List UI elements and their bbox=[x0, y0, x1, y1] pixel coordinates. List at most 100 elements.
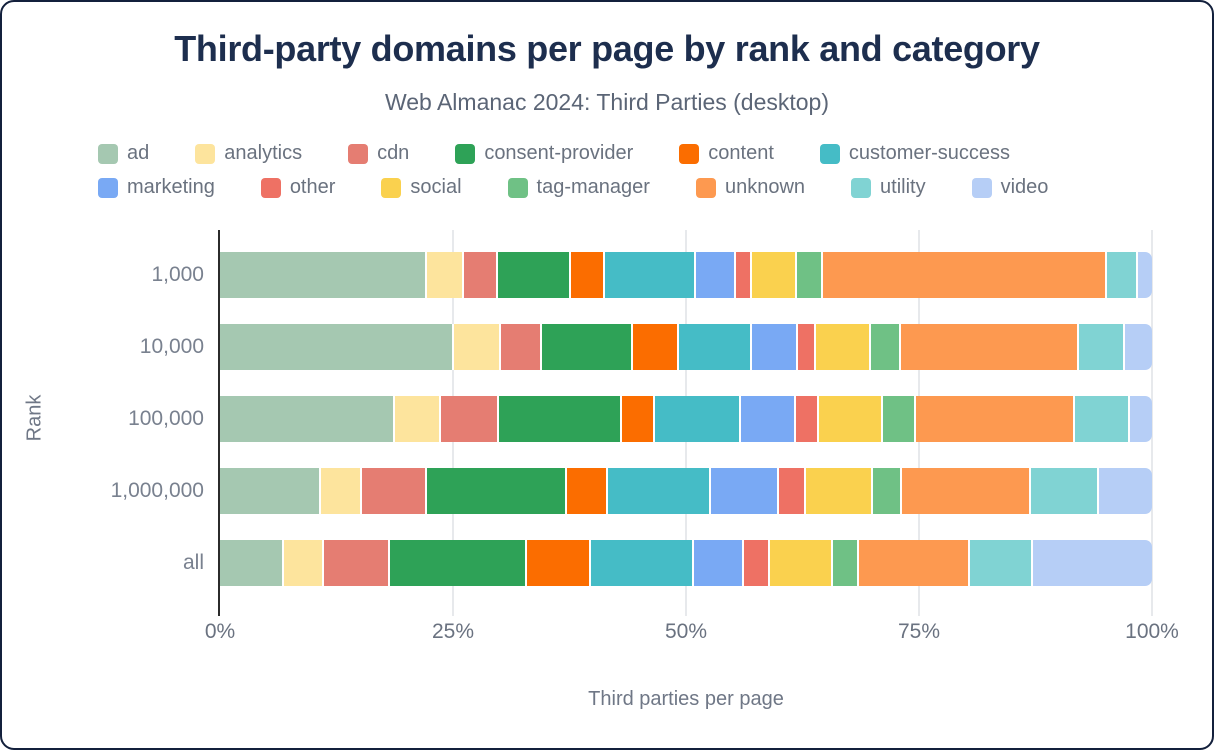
legend-swatch-video bbox=[971, 177, 992, 198]
bar-1,000,000 bbox=[220, 468, 1153, 514]
legend-item-other: other bbox=[260, 176, 336, 199]
legend-label: tag-manager bbox=[536, 176, 650, 198]
x-tick-label-75%: 75% bbox=[897, 620, 941, 643]
legend-swatch-ad bbox=[98, 143, 118, 164]
segment-1,000,000-social bbox=[806, 468, 874, 514]
segment-100,000-customer-success bbox=[654, 396, 742, 442]
segment-10,000-unknown bbox=[900, 324, 1080, 370]
segment-100,000-unknown bbox=[915, 396, 1075, 442]
x-tick-label-0%: 0% bbox=[204, 620, 236, 643]
chart-title: Third-party domains per page by rank and… bbox=[174, 28, 1040, 69]
legend-item-content: content bbox=[679, 142, 774, 165]
segment-1,000-tag-manager bbox=[796, 252, 823, 298]
segment-100,000-cdn bbox=[441, 396, 500, 442]
segment-1,000,000-other bbox=[778, 468, 807, 514]
segment-1,000,000-cdn bbox=[361, 468, 428, 514]
segment-all-social bbox=[770, 540, 833, 586]
segment-10,000-utility bbox=[1079, 324, 1125, 370]
legend-item-analytics: analytics bbox=[195, 142, 302, 165]
bar-all bbox=[220, 540, 1153, 586]
segment-10,000-ad bbox=[220, 324, 454, 370]
legend-item-unknown: unknown bbox=[695, 176, 806, 199]
legend-swatch-utility bbox=[851, 177, 872, 198]
segment-100,000-ad bbox=[220, 396, 395, 442]
segment-100,000-video bbox=[1130, 396, 1152, 442]
y-tick-label-1,000,000: 1,000,000 bbox=[110, 479, 204, 502]
segment-10,000-social bbox=[815, 324, 872, 370]
segment-all-analytics bbox=[284, 540, 324, 586]
legend: ad analytics cdn consent-provider content cus… bbox=[98, 142, 1108, 199]
segment-all-video bbox=[1032, 540, 1153, 586]
segment-1,000,000-video bbox=[1098, 468, 1153, 514]
y-tick-label-1,000: 1,000 bbox=[151, 263, 204, 286]
segment-all-utility bbox=[969, 540, 1033, 586]
legend-label: social bbox=[410, 176, 462, 198]
legend-label: ad bbox=[127, 142, 150, 164]
segment-all-customer-success bbox=[591, 540, 694, 586]
y-tick-label-100,000: 100,000 bbox=[128, 407, 204, 430]
y-tick-label-10,000: 10,000 bbox=[139, 335, 204, 358]
legend-item-marketing: marketing bbox=[98, 176, 215, 199]
legend-item-social: social bbox=[381, 176, 462, 199]
segment-all-ad bbox=[220, 540, 285, 586]
legend-swatch-marketing bbox=[98, 177, 118, 198]
legend-swatch-content bbox=[679, 143, 700, 164]
legend-item-cdn: cdn bbox=[348, 142, 409, 165]
segment-1,000-video bbox=[1138, 252, 1152, 298]
legend-label: unknown bbox=[724, 176, 806, 198]
chart-subtitle: Web Almanac 2024: Third Parties (desktop… bbox=[384, 89, 830, 115]
segment-10,000-marketing bbox=[751, 324, 799, 370]
segment-1,000,000-utility bbox=[1031, 468, 1099, 514]
legend-label: video bbox=[1000, 176, 1049, 198]
legend-label: customer-success bbox=[848, 142, 1011, 164]
x-tick-label-100%: 100% bbox=[1125, 620, 1179, 643]
segment-all-other bbox=[743, 540, 771, 586]
segment-1,000,000-unknown bbox=[901, 468, 1032, 514]
legend-label: cdn bbox=[377, 142, 410, 164]
legend-swatch-unknown bbox=[695, 177, 716, 198]
segment-all-tag-manager bbox=[832, 540, 860, 586]
segment-10,000-tag-manager bbox=[871, 324, 901, 370]
segment-10,000-content bbox=[632, 324, 680, 370]
legend-item-customer-success: customer-success bbox=[819, 142, 1011, 165]
legend-label: marketing bbox=[127, 176, 215, 198]
segment-10,000-consent-provider bbox=[541, 324, 633, 370]
segment-1,000-consent-provider bbox=[497, 252, 571, 298]
segment-100,000-marketing bbox=[741, 396, 797, 442]
segment-1,000-ad bbox=[220, 252, 427, 298]
legend-label: analytics bbox=[224, 142, 303, 164]
legend-item-consent-provider: consent-provider bbox=[455, 142, 633, 165]
segment-1,000-social bbox=[752, 252, 797, 298]
legend-item-video: video bbox=[971, 176, 1049, 199]
segment-1,000-cdn bbox=[463, 252, 498, 298]
x-axis-title: Third parties per page bbox=[588, 688, 784, 710]
segment-1,000-customer-success bbox=[605, 252, 696, 298]
segment-100,000-tag-manager bbox=[882, 396, 916, 442]
segment-100,000-analytics bbox=[394, 396, 441, 442]
segment-1,000-other bbox=[735, 252, 753, 298]
segment-1,000-unknown bbox=[822, 252, 1108, 298]
y-axis-title: Rank bbox=[23, 394, 46, 442]
legend-item-ad: ad bbox=[98, 142, 149, 165]
legend-label: content bbox=[708, 142, 774, 164]
y-tick-label-all: all bbox=[182, 551, 204, 574]
segment-10,000-video bbox=[1124, 324, 1152, 370]
legend-label: consent-provider bbox=[484, 142, 634, 164]
x-tick-label-25%: 25% bbox=[431, 620, 475, 643]
segment-100,000-content bbox=[622, 396, 655, 442]
legend-swatch-tag-manager bbox=[507, 177, 528, 198]
bar-10,000 bbox=[220, 324, 1152, 370]
bar-1,000 bbox=[220, 252, 1152, 298]
segment-1,000-utility bbox=[1107, 252, 1139, 298]
segment-100,000-other bbox=[796, 396, 819, 442]
segment-100,000-consent-provider bbox=[499, 396, 623, 442]
legend-label: other bbox=[289, 176, 336, 198]
segment-all-marketing bbox=[693, 540, 744, 586]
segment-1,000-analytics bbox=[426, 252, 464, 298]
segment-1,000,000-customer-success bbox=[607, 468, 712, 514]
bar-100,000 bbox=[220, 396, 1152, 442]
legend-swatch-cdn bbox=[348, 143, 369, 164]
segment-10,000-cdn bbox=[501, 324, 542, 370]
segment-1,000,000-analytics bbox=[320, 468, 362, 514]
